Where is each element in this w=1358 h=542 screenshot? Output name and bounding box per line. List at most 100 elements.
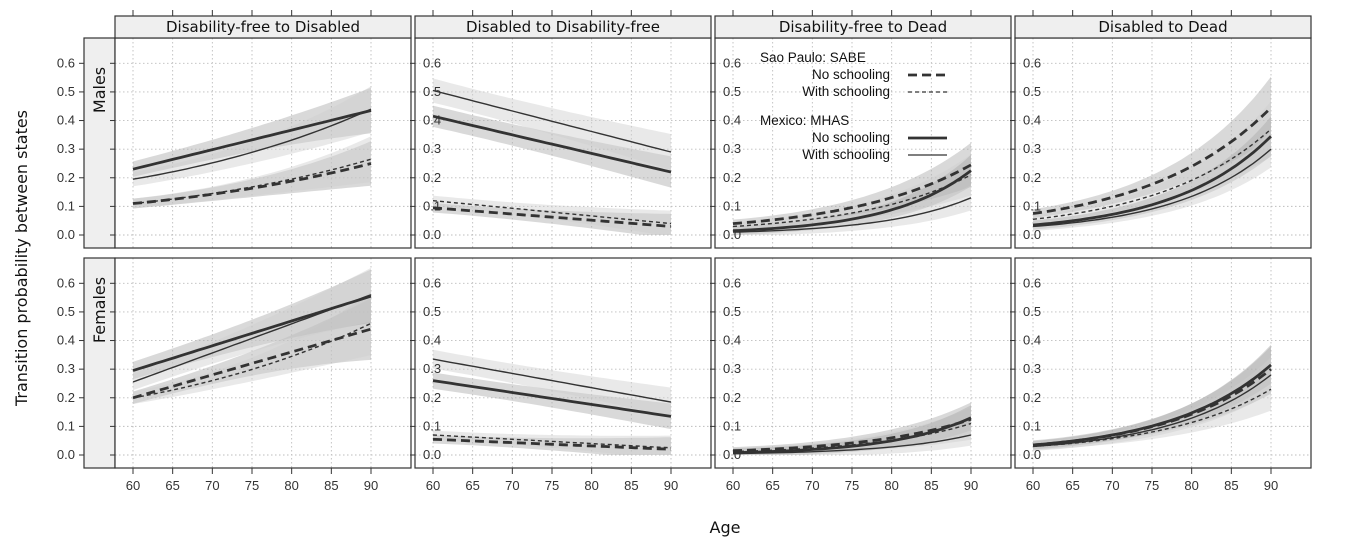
panel-border: [414, 257, 712, 469]
y-tick-label: 0.1: [423, 418, 441, 433]
series-line-sao-paulo-sabe-no-schooling: [432, 206, 672, 228]
x-tick-label: 80: [584, 478, 598, 493]
y-tick-label: 0.5: [723, 304, 741, 319]
series-line-mexico-mhas-with-schooling: [432, 89, 672, 153]
x-tick-label: 65: [1065, 478, 1079, 493]
y-tick-label: 0.2: [423, 390, 441, 405]
y-tick-label: 0.1: [57, 418, 75, 433]
series-line-sao-paulo-sabe-no-schooling: [432, 437, 672, 451]
y-tick-label: 0.6: [723, 55, 741, 70]
legend: Sao Paulo: SABE No schooling With schoolin…: [760, 50, 947, 162]
panel-background: [1015, 38, 1311, 248]
plot-area: [1032, 344, 1272, 451]
row-strip-females: Females: [83, 257, 116, 469]
panel-females-disability-free-to-disabled: 60 65 70 75 80 85 90 0.0 0.1 0.2 0.3 0.4 0.5 0.6: [57, 257, 412, 493]
x-tick-label: 85: [1224, 478, 1238, 493]
plot-area: [432, 78, 672, 235]
y-tick-label: 0.5: [723, 84, 741, 99]
y-tick-label: 0.0: [1023, 447, 1041, 462]
panel-background: [1015, 258, 1311, 468]
x-tick-label: 65: [165, 478, 179, 493]
y-tick-label: 0.3: [723, 141, 741, 156]
series-line-mexico-mhas-with-schooling: [432, 358, 672, 403]
column-strip-label: Disabled to Disability-free: [466, 18, 660, 36]
y-tick-label: 0.3: [723, 361, 741, 376]
series-line-sao-paulo-sabe-no-schooling: [132, 162, 372, 205]
gridlines: [415, 258, 711, 468]
ci-band-sao-paulo-sabe-no-schooling: [733, 402, 971, 455]
panel-border: [714, 257, 1012, 469]
ci-band-mexico-mhas-with-schooling: [133, 86, 371, 187]
x-tick-label: 65: [465, 478, 479, 493]
ci-band-sao-paulo-sabe-with-schooling: [1033, 101, 1271, 224]
x-tick-label: 75: [545, 478, 559, 493]
y-tick-label: 0.3: [1023, 361, 1041, 376]
series-line-mexico-mhas-with-schooling: [1032, 374, 1272, 448]
ci-band-mexico-mhas-with-schooling: [433, 349, 671, 417]
y-tick-label: 0.0: [723, 227, 741, 242]
y-tick-label: 0.5: [1023, 304, 1041, 319]
column-strip-box: [714, 15, 1012, 39]
legend-entry-label: No schooling: [812, 130, 890, 145]
column-strip-label: Disability-free to Disabled: [166, 18, 360, 36]
y-tick-label: 0.0: [423, 447, 441, 462]
series-line-mexico-mhas-with-schooling: [732, 434, 972, 455]
series-line-sao-paulo-sabe-with-schooling: [432, 434, 672, 449]
panel-background: [415, 258, 711, 468]
y-tick-label: 0.3: [1023, 141, 1041, 156]
series-line-mexico-mhas-no-schooling: [732, 169, 972, 233]
x-tick-label: 90: [1264, 478, 1278, 493]
y-tick-label: 0.6: [1023, 275, 1041, 290]
panel-background: [415, 38, 711, 248]
y-tick-label: 0.4: [423, 113, 441, 128]
y-tick-label: 0.2: [423, 170, 441, 185]
x-tick-label: 70: [505, 478, 519, 493]
column-strip-box: [1014, 15, 1312, 39]
x-tick-label: 90: [664, 478, 678, 493]
x-tick-label: 60: [126, 478, 140, 493]
column-strip-disability-free-to-dead: Disability-free to Dead: [714, 15, 1012, 39]
column-strip-label: Disabled to Dead: [1098, 18, 1227, 36]
y-tick-label: 0.3: [423, 361, 441, 376]
x-tick-label: 80: [884, 478, 898, 493]
y-tick-label: 0.5: [57, 304, 75, 319]
x-tick-label: 85: [624, 478, 638, 493]
x-tick-label: 90: [964, 478, 978, 493]
x-tick-label: 80: [284, 478, 298, 493]
ci-band-sao-paulo-sabe-with-schooling: [733, 154, 971, 231]
x-tick-label: 85: [324, 478, 338, 493]
ci-band-mexico-mhas-with-schooling: [1033, 130, 1271, 231]
y-tick-label: 0.5: [423, 84, 441, 99]
panel-border: [114, 257, 412, 469]
ci-band-sao-paulo-sabe-with-schooling: [433, 430, 671, 455]
row-strip-label: Females: [90, 277, 109, 343]
series-line-mexico-mhas-no-schooling: [1032, 135, 1272, 227]
x-tick-label: 60: [726, 478, 740, 493]
x-tick-label: 75: [245, 478, 259, 493]
y-tick-label: 0.0: [1023, 227, 1041, 242]
gridlines: [715, 258, 1011, 468]
x-tick-label: 70: [805, 478, 819, 493]
row-strip-males: Males: [83, 37, 116, 249]
gridlines: [715, 38, 1011, 248]
series-line-sao-paulo-sabe-no-schooling: [732, 417, 972, 453]
ci-band-sao-paulo-sabe-no-schooling: [133, 141, 371, 209]
x-tick-label: 75: [1145, 478, 1159, 493]
ci-band-sao-paulo-sabe-no-schooling: [133, 298, 371, 404]
series-line-sao-paulo-sabe-with-schooling: [1032, 388, 1272, 448]
y-tick-label: 0.4: [57, 333, 75, 348]
y-tick-label: 0.6: [423, 55, 441, 70]
plot-area: [132, 86, 372, 209]
series-line-mexico-mhas-with-schooling: [732, 197, 972, 233]
x-tick-label: 85: [924, 478, 938, 493]
x-tick-label: 65: [765, 478, 779, 493]
gridlines: [115, 258, 411, 468]
y-tick-label: 0.2: [723, 390, 741, 405]
y-tick-label: 0.4: [423, 333, 441, 348]
series-line-mexico-mhas-no-schooling: [1032, 363, 1272, 447]
ci-band-mexico-mhas-with-schooling: [433, 78, 671, 170]
plot-area: [432, 349, 672, 455]
ci-band-mexico-mhas-no-schooling: [433, 105, 671, 188]
y-tick-label: 0.2: [57, 170, 75, 185]
